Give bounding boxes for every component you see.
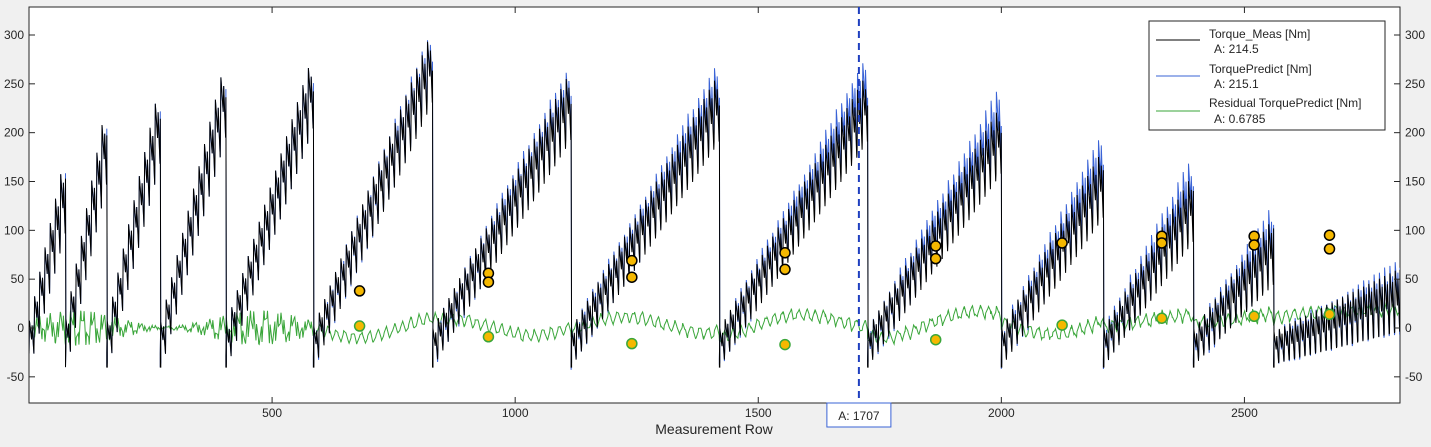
axes-group: -50 -50 0 0 50 50 100 100 150 150 200 200 250 250 300 3… [4,7,1425,420]
residual-marker[interactable] [482,331,495,343]
y-tick-label: 200 [4,126,24,140]
y-tick-label: 300 [4,28,24,42]
residual-marker[interactable] [353,320,366,332]
series-group [29,40,1400,370]
legend-label-residual: Residual TorquePredict [Nm] [1209,96,1362,110]
residual-marker[interactable] [626,337,638,350]
y-tick-label-right: 0 [1405,321,1412,335]
y-tick-label-right: 250 [1405,77,1425,91]
residual-marker[interactable] [1056,319,1068,331]
legend-label-torque-predict: TorquePredict [Nm] [1209,62,1312,76]
y-tick-label-right: 100 [1405,223,1425,237]
y-tick-label-right: 300 [1405,28,1425,42]
residual-marker[interactable] [929,333,942,346]
torque-marker[interactable] [1248,239,1260,251]
torque-marker[interactable] [929,252,942,265]
x-tick-label: 2000 [988,406,1015,420]
y-tick-label-right: 200 [1405,126,1425,140]
x-tick-label: 2500 [1231,406,1258,420]
y-tick-label: 50 [11,272,25,286]
x-axis-label: Measurement Row [655,421,773,437]
residual-marker[interactable] [1156,312,1168,324]
cursor-label-box[interactable] [826,402,892,428]
legend-value-residual: A: 0.6785 [1214,112,1266,126]
torque-marker[interactable] [779,263,791,276]
y-tick-label-right: 150 [1405,175,1425,189]
legend-value-torque-predict: A: 215.1 [1214,77,1259,91]
legend[interactable]: Torque_Meas [Nm] A: 214.5 TorquePredict … [1148,20,1386,131]
cursor-label: A: 1707 [838,409,880,423]
residual-marker[interactable] [1248,310,1260,323]
y-tick-label: -50 [7,370,25,384]
x-tick-label: 500 [262,406,282,420]
x-tick-label: 1500 [745,406,772,420]
y-tick-label: 150 [4,175,24,189]
legend-value-torque-meas: A: 214.5 [1214,42,1259,56]
y-tick-label: 100 [4,223,24,237]
cursor-group[interactable]: A: 1707 [826,7,892,428]
y-tick-label: 250 [4,77,24,91]
series-residual-line [29,302,1400,347]
torque-marker[interactable] [1156,237,1168,249]
x-tick-label: 1000 [502,406,529,420]
torque-marker[interactable] [482,276,495,288]
markers-group [353,229,1336,351]
torque-marker[interactable] [779,247,791,259]
torque-marker[interactable] [1323,229,1336,241]
torque-marker[interactable] [353,285,366,297]
torque-marker[interactable] [1323,243,1336,255]
y-tick-label-right: -50 [1405,370,1423,384]
torque-marker[interactable] [626,271,638,283]
y-tick-label-right: 50 [1405,272,1419,286]
legend-label-torque-meas: Torque_Meas [Nm] [1209,27,1310,41]
residual-marker[interactable] [779,338,791,351]
torque-marker[interactable] [929,240,942,252]
residual-marker[interactable] [1323,308,1336,321]
y-tick-label: 0 [17,321,24,335]
series-torque-meas-line [29,41,1400,368]
torque-marker[interactable] [626,254,638,267]
torque-marker[interactable] [1056,237,1068,249]
